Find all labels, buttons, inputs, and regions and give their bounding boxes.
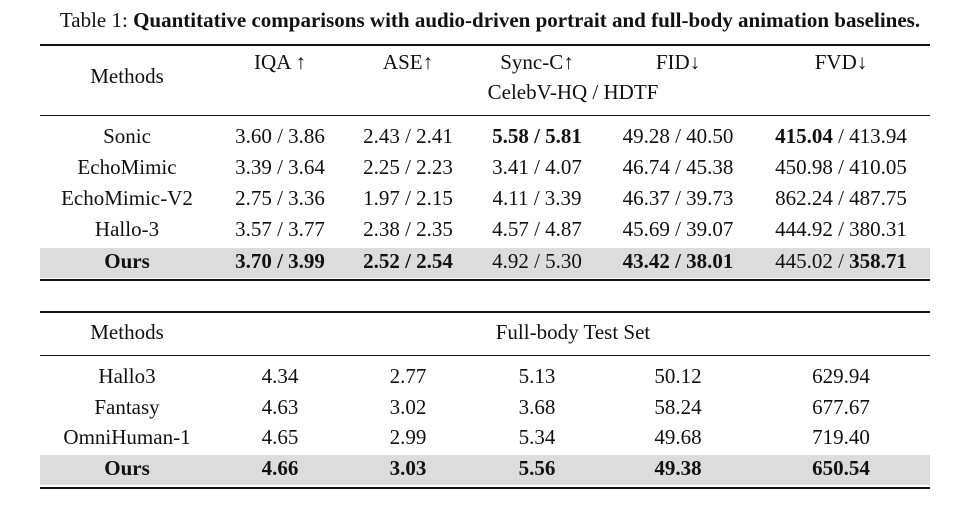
table1-top-rule — [40, 44, 930, 46]
fvd-value: 445.02 / 358.71 — [775, 249, 907, 274]
ase-value: 2.99 — [389, 425, 427, 449]
fvd-value-plain: 445.02 / — [775, 249, 850, 273]
sync-c-value: 5.56 — [518, 456, 556, 480]
fid-value: 58.24 — [654, 395, 702, 419]
highlight-row-ours — [40, 455, 930, 485]
fvd-value-bold: 415.04 — [775, 124, 833, 148]
method-name: Fantasy — [94, 395, 160, 419]
table1-header-methods: Methods — [90, 64, 164, 88]
table2-mid-rule — [40, 355, 930, 356]
fvd-value: 862.24 / 487.75 — [775, 186, 907, 210]
fvd-value: 719.40 — [812, 425, 870, 449]
fid-value: 49.38 — [654, 456, 702, 480]
fvd-value: 650.54 — [812, 456, 870, 480]
iqa-value: 4.34 — [261, 364, 299, 388]
table-caption: Table 1: Quantitative comparisons with a… — [0, 8, 980, 33]
iqa-value: 3.57 / 3.77 — [235, 217, 325, 241]
fvd-value-bold: 358.71 — [849, 249, 907, 273]
header-full-body-test-set: Full-body Test Set — [495, 320, 651, 344]
method-name: EchoMimic — [77, 155, 177, 179]
fid-value: 49.68 — [654, 425, 702, 449]
iqa-value: 4.65 — [261, 425, 299, 449]
iqa-value: 3.70 / 3.99 — [235, 249, 325, 273]
header-dataset-subheader: CelebV-HQ / HDTF — [487, 80, 659, 104]
caption-title: Quantitative comparisons with audio-driv… — [133, 8, 921, 32]
sync-c-value: 4.11 / 3.39 — [492, 186, 582, 210]
method-name: Hallo3 — [98, 364, 156, 388]
caption-label: Table 1: — [59, 8, 128, 32]
method-name: OmniHuman-1 — [63, 425, 191, 449]
sync-c-value: 3.41 / 4.07 — [492, 155, 582, 179]
iqa-value: 2.75 / 3.36 — [235, 186, 325, 210]
ase-value: 1.97 / 2.15 — [363, 186, 453, 210]
method-name: Ours — [104, 249, 150, 273]
sync-c-value: 3.68 — [518, 395, 556, 419]
method-name: Ours — [104, 456, 150, 480]
highlight-row-ours — [40, 248, 930, 278]
fvd-value: 629.94 — [812, 364, 870, 388]
fvd-value-rest: / 413.94 — [832, 124, 907, 148]
ase-value: 2.43 / 2.41 — [363, 124, 453, 148]
method-name: Hallo-3 — [94, 217, 160, 241]
iqa-value: 4.63 — [261, 395, 299, 419]
table2-bottom-rule — [40, 487, 930, 489]
fvd-value: 415.04 / 413.94 — [775, 124, 907, 149]
header-ase: ASE↑ — [382, 50, 434, 74]
table1-mid-rule — [40, 115, 930, 116]
ase-value: 2.25 / 2.23 — [363, 155, 453, 179]
ase-value: 2.38 / 2.35 — [363, 217, 453, 241]
iqa-value: 3.60 / 3.86 — [235, 124, 325, 148]
header-fvd: FVD↓ — [814, 50, 868, 74]
fid-value: 43.42 / 38.01 — [622, 249, 734, 273]
fid-value: 45.69 / 39.07 — [622, 217, 734, 241]
ase-value: 3.02 — [389, 395, 427, 419]
sync-c-value: 5.58 / 5.81 — [492, 124, 582, 148]
sync-c-value: 5.34 — [518, 425, 556, 449]
table1-bottom-rule — [40, 279, 930, 281]
method-name: EchoMimic-V2 — [61, 186, 193, 210]
table2-header-methods: Methods — [90, 320, 164, 344]
ase-value: 2.77 — [389, 364, 427, 388]
fid-value: 49.28 / 40.50 — [622, 124, 734, 148]
header-fid: FID↓ — [655, 50, 701, 74]
fvd-value: 444.92 / 380.31 — [775, 217, 907, 241]
fvd-value: 450.98 / 410.05 — [775, 155, 907, 179]
method-name: Sonic — [103, 124, 151, 148]
sync-c-value: 4.92 / 5.30 — [492, 249, 582, 273]
fvd-value: 677.67 — [812, 395, 870, 419]
ase-value: 2.52 / 2.54 — [363, 249, 453, 273]
fid-value: 46.74 / 45.38 — [622, 155, 734, 179]
header-sync-c: Sync-C↑ — [500, 50, 574, 74]
iqa-value: 3.39 / 3.64 — [235, 155, 325, 179]
ase-value: 3.03 — [389, 456, 427, 480]
iqa-value: 4.66 — [261, 456, 299, 480]
header-iqa: IQA ↑ — [254, 50, 306, 74]
fid-value: 46.37 / 39.73 — [622, 186, 734, 210]
sync-c-value: 4.57 / 4.87 — [492, 217, 582, 241]
fid-value: 50.12 — [654, 364, 702, 388]
table2-top-rule — [40, 311, 930, 313]
sync-c-value: 5.13 — [518, 364, 556, 388]
